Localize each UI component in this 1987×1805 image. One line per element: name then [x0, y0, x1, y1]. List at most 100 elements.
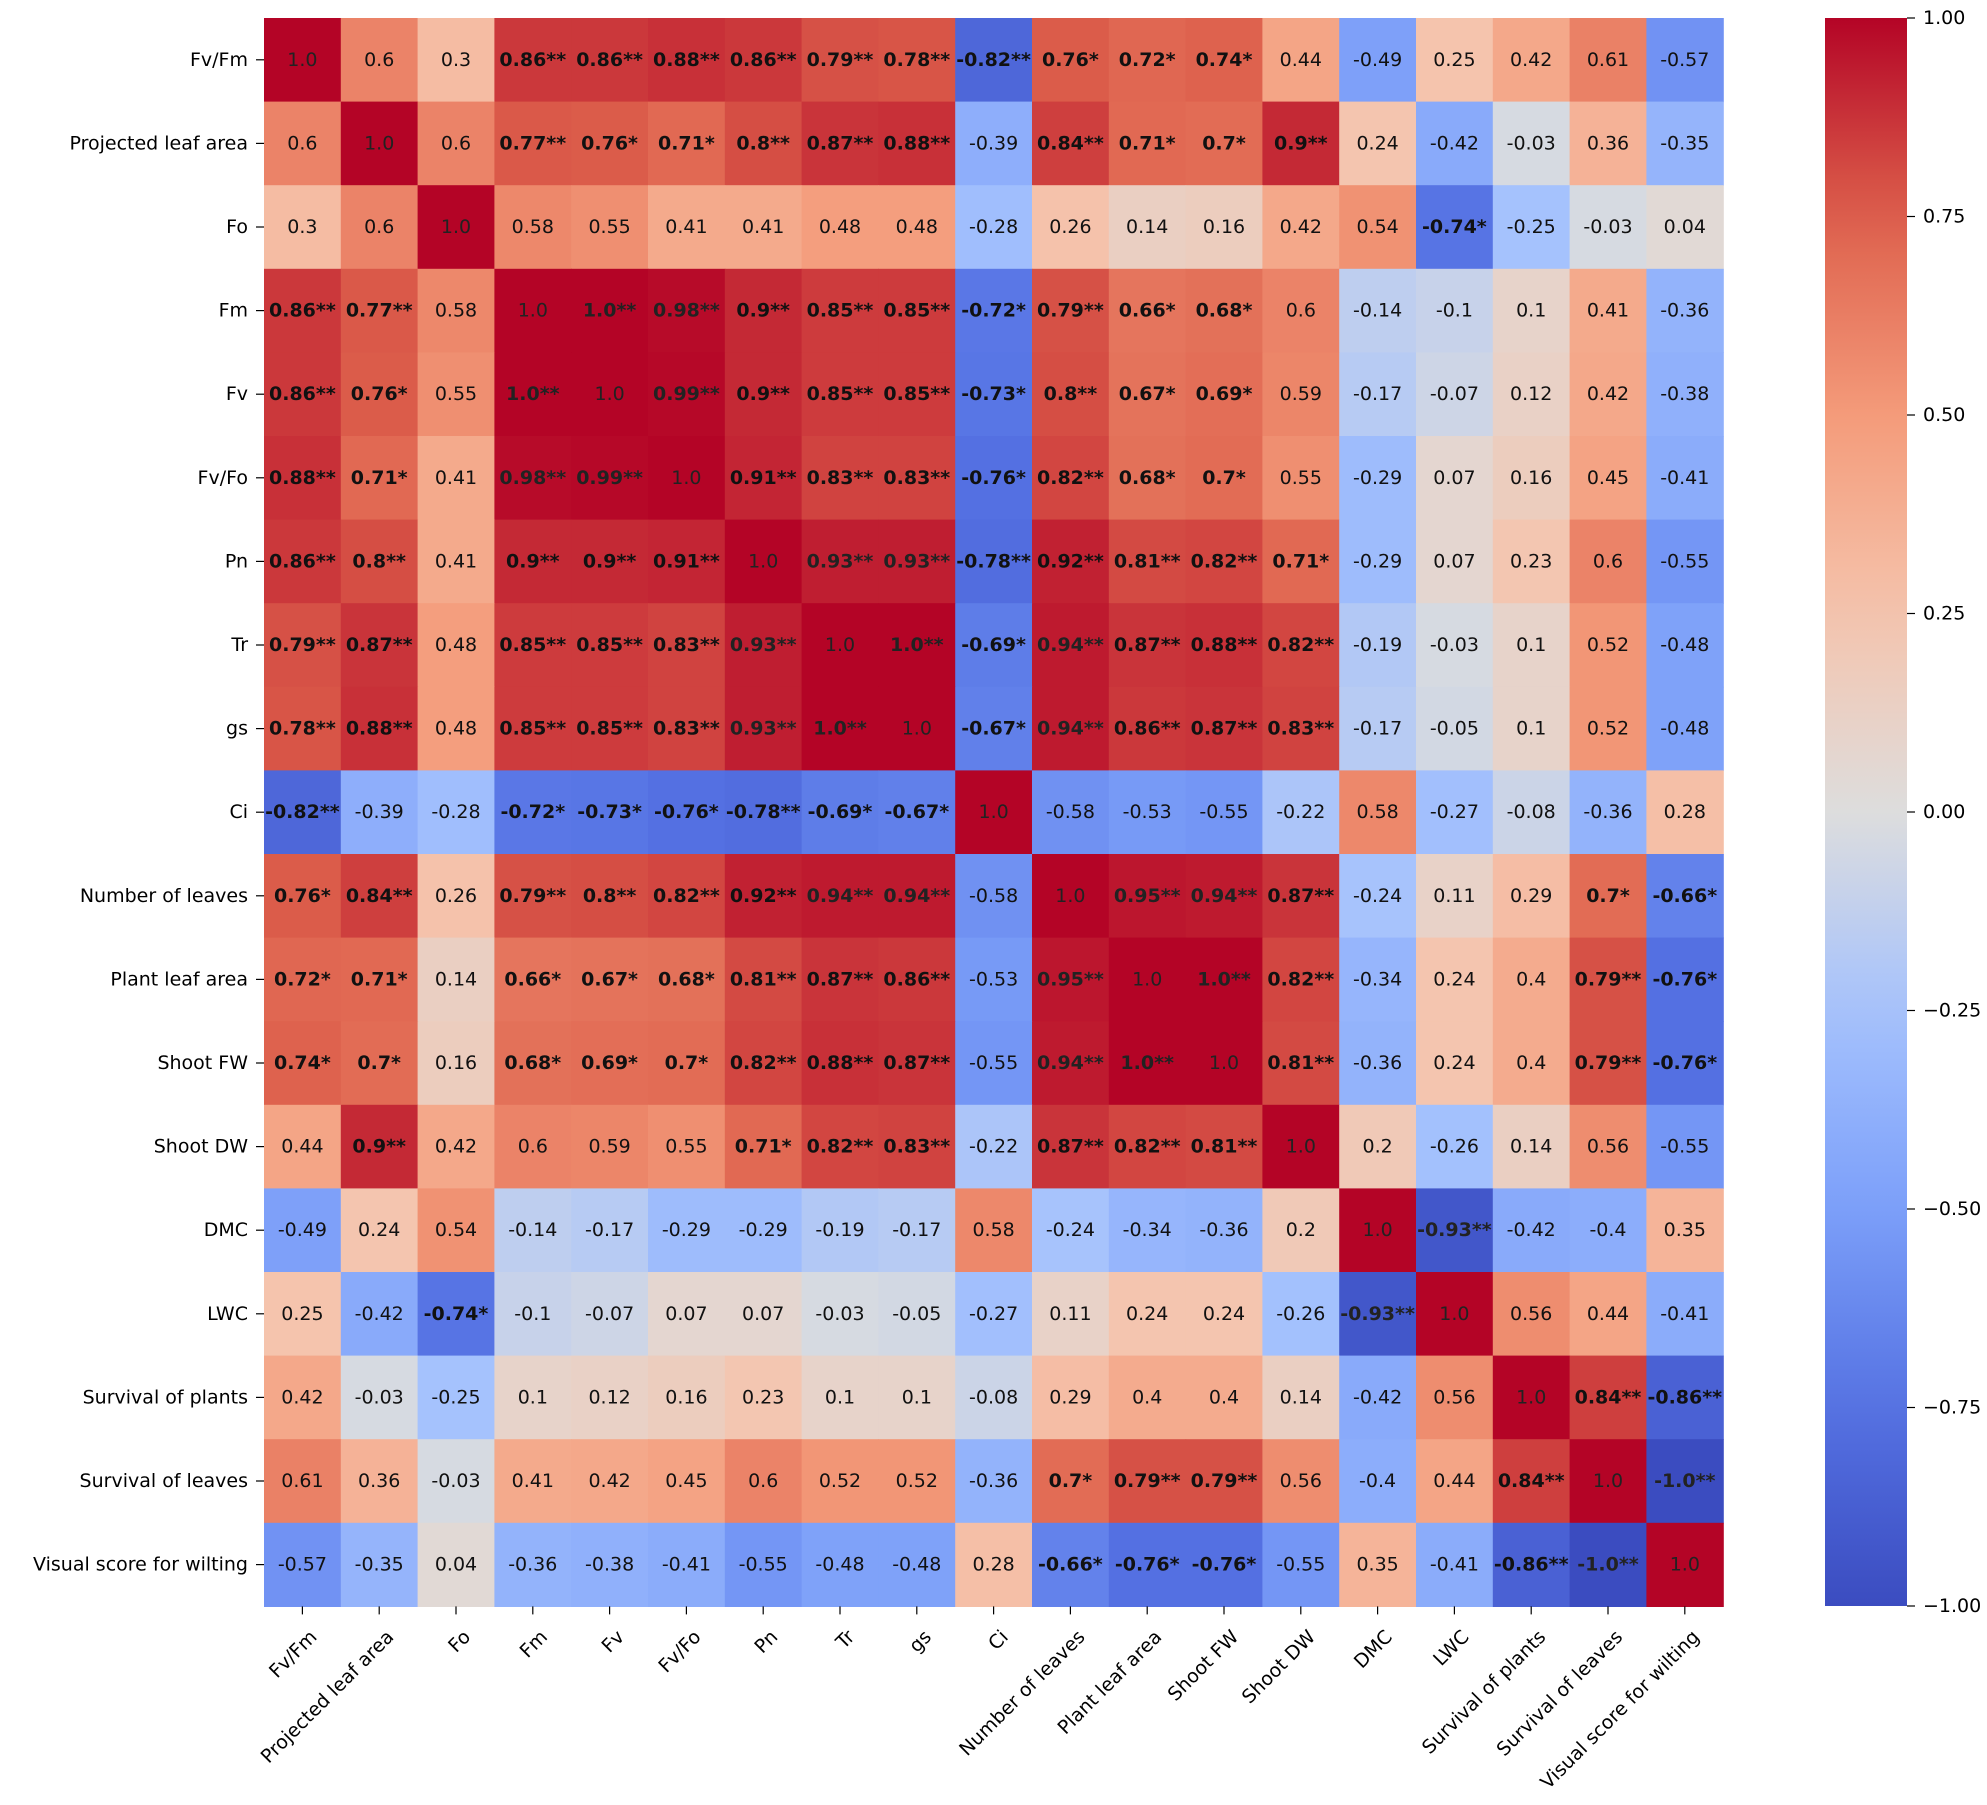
cell-value-label: 0.94**: [1037, 718, 1104, 740]
heatmap-cell: [955, 519, 1033, 604]
cell-value-label: 0.81**: [1267, 1052, 1334, 1074]
cell-value-label: 0.11: [1433, 885, 1475, 907]
cell-value-label: 0.82**: [730, 1052, 797, 1074]
cell-value-label: 0.16: [1510, 467, 1552, 489]
cell-value-label: -0.05: [892, 1303, 941, 1325]
cell-value-label: 0.95**: [1114, 885, 1181, 907]
heatmap-cell: [340, 1272, 419, 1357]
x-tick-label: Fv/Fm: [265, 1626, 322, 1683]
heatmap-cell: [724, 268, 803, 353]
heatmap-cell: [724, 101, 803, 186]
cell-value-label: 0.88**: [653, 49, 720, 71]
heatmap-cell: [1108, 1355, 1187, 1440]
heatmap-cell: [1185, 1272, 1263, 1357]
cell-value-label: 0.86**: [883, 968, 950, 990]
cell-value-label: 0.41: [435, 467, 477, 489]
colorbar-tick-label: −0.75: [1923, 1397, 1981, 1419]
heatmap-cells: [264, 18, 1724, 1607]
heatmap-cell: [801, 1439, 879, 1524]
cell-value-label: 0.6: [441, 132, 471, 154]
heatmap-cell: [417, 603, 495, 688]
cell-value-label: 0.54: [1356, 216, 1398, 238]
cell-value-label: -0.55: [1199, 801, 1248, 823]
heatmap-cell: [1569, 1439, 1647, 1524]
cell-value-label: -0.55: [1660, 1136, 1709, 1158]
cell-value-label: 0.66*: [504, 968, 561, 990]
cell-value-label: 0.79**: [1575, 968, 1642, 990]
heatmap-cell: [340, 686, 419, 771]
heatmap-cell: [801, 1272, 879, 1357]
y-tick-label: Projected leaf area: [69, 132, 248, 154]
heatmap-cell: [1032, 352, 1110, 437]
cell-value-label: -0.29: [662, 1219, 711, 1241]
heatmap-cell: [801, 937, 879, 1022]
cell-value-label: -0.14: [508, 1219, 557, 1241]
heatmap-cell: [1416, 1439, 1494, 1524]
heatmap-cell: [1416, 854, 1494, 939]
cell-value-label: 0.72*: [1119, 49, 1176, 71]
heatmap-cell: [1339, 185, 1417, 270]
cell-value-label: 1.0: [1209, 1052, 1239, 1074]
cell-value-label: 0.25: [1433, 49, 1475, 71]
heatmap-cell: [494, 352, 572, 437]
heatmap-cell: [1646, 854, 1724, 939]
heatmap-cell: [955, 185, 1033, 270]
cell-value-label: -0.28: [969, 216, 1018, 238]
cell-value-label: 0.1: [1516, 634, 1546, 656]
heatmap-cell: [494, 436, 572, 521]
heatmap-cell: [1032, 185, 1110, 270]
cell-value-label: 0.85**: [499, 634, 566, 656]
heatmap-cell: [1032, 18, 1110, 103]
cell-value-label: 0.78**: [883, 49, 950, 71]
cell-value-label: -0.42: [1353, 1386, 1402, 1408]
heatmap-cell: [1108, 1439, 1187, 1524]
cell-value-label: -0.55: [969, 1052, 1018, 1074]
cell-value-label: -0.35: [355, 1554, 404, 1576]
cell-value-label: 1.0**: [583, 300, 637, 322]
cell-value-label: 0.7*: [1586, 885, 1630, 907]
cell-value-label: -0.39: [969, 132, 1018, 154]
cell-value-label: 0.55: [588, 216, 630, 238]
cell-value-label: 1.0**: [1197, 968, 1251, 990]
heatmap-cell: [1185, 519, 1263, 604]
heatmap-cell: [1185, 18, 1263, 103]
heatmap-cell: [801, 436, 879, 521]
cell-value-label: -0.25: [1507, 216, 1556, 238]
cell-value-label: 0.14: [1280, 1386, 1322, 1408]
cell-value-label: 0.14: [435, 968, 477, 990]
heatmap-cell: [801, 770, 879, 855]
cell-value-label: -0.48: [1660, 634, 1709, 656]
cell-value-label: 0.48: [896, 216, 938, 238]
cell-value-label: 0.87**: [1037, 1136, 1104, 1158]
cell-value-label: 0.86**: [269, 550, 336, 572]
cell-value-label: 0.71*: [1272, 550, 1329, 572]
cell-value-label: -0.03: [431, 1470, 480, 1492]
cell-value-label: 0.29: [1510, 885, 1552, 907]
heatmap-cell: [648, 352, 726, 437]
cell-value-label: 0.83**: [883, 1136, 950, 1158]
cell-value-label: 0.9**: [506, 550, 560, 572]
cell-value-label: -0.24: [1046, 1219, 1095, 1241]
heatmap-cell: [264, 1355, 342, 1440]
cell-value-label: 0.48: [819, 216, 861, 238]
cell-value-label: 0.93**: [883, 550, 950, 572]
cell-value-label: 0.95**: [1037, 968, 1104, 990]
heatmap-cell: [1032, 519, 1110, 604]
cell-value-label: 0.87**: [1191, 718, 1258, 740]
cell-value-label: -0.36: [1199, 1219, 1248, 1241]
colorbar-gradient: [1825, 18, 1907, 1606]
heatmap-cell: [724, 18, 803, 103]
heatmap-cell: [801, 1104, 879, 1189]
heatmap-cell: [648, 101, 726, 186]
heatmap-cell: [1185, 686, 1263, 771]
cell-value-label: 0.36: [1587, 132, 1629, 154]
heatmap-cell: [1339, 770, 1417, 855]
cell-value-label: -0.86**: [1647, 1386, 1722, 1408]
cell-value-label: 0.4: [1516, 1052, 1546, 1074]
heatmap-cell: [264, 519, 342, 604]
heatmap-cell: [417, 1439, 495, 1524]
y-tick-label: Shoot FW: [157, 1052, 248, 1074]
heatmap-cell: [801, 101, 879, 186]
heatmap-cell: [1032, 937, 1110, 1022]
colorbar-tick-label: 0.25: [1923, 603, 1965, 625]
